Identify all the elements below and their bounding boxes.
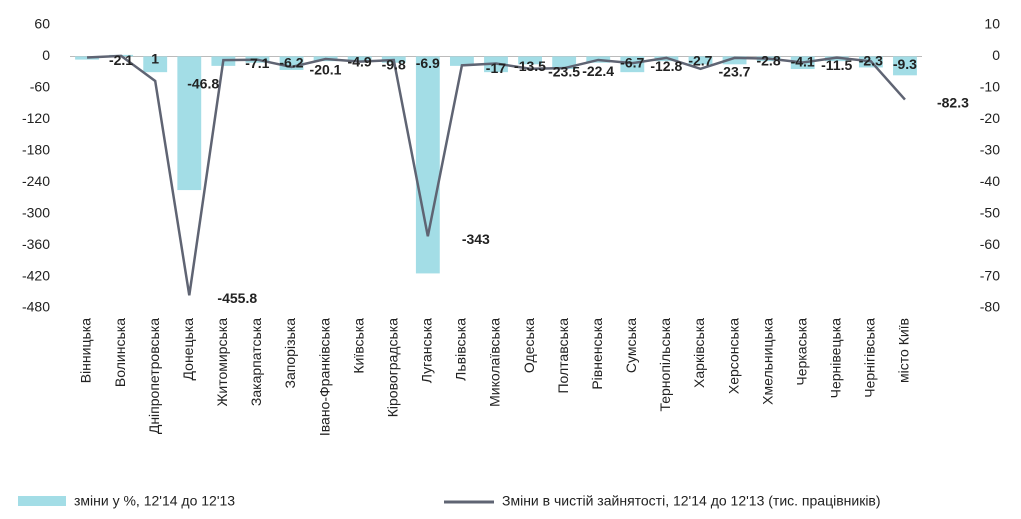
bar <box>518 56 543 65</box>
bar <box>449 56 474 66</box>
y2-tick-label: -70 <box>980 267 1000 283</box>
bar <box>415 56 440 274</box>
data-label: -2.8 <box>756 53 780 69</box>
bar <box>143 56 168 73</box>
x-tick-label: Кіровоградська <box>384 318 400 417</box>
x-tick-label: Волинська <box>112 318 128 387</box>
x-tick-label: Чернігівська <box>862 318 878 398</box>
y-tick-label: -480 <box>22 299 50 315</box>
x-tick-label: Запорізька <box>282 318 298 389</box>
data-label: -20.1 <box>310 62 342 78</box>
data-label: -11.5 <box>821 57 852 73</box>
data-label: -9.3 <box>893 56 917 72</box>
x-tick-label: Чернівецька <box>828 318 844 399</box>
x-tick-label: Львівська <box>453 318 469 381</box>
bar <box>722 56 747 65</box>
x-tick-label: місто Київ <box>896 318 912 383</box>
data-label: -9.8 <box>382 56 406 72</box>
data-label: -6.9 <box>416 55 440 71</box>
data-label: -82.3 <box>937 94 969 110</box>
x-tick-label: Херсонська <box>725 318 741 394</box>
x-tick-label: Одеська <box>521 318 537 373</box>
data-label: -7.1 <box>245 55 269 71</box>
y2-tick-label: -30 <box>980 141 1000 157</box>
y2-tick-label: -50 <box>980 204 1000 220</box>
data-label: -46.8 <box>187 76 219 92</box>
data-label: 1 <box>151 51 159 67</box>
x-tick-label: Полтавська <box>555 318 571 394</box>
x-tick-label: Дніпропетровська <box>146 318 162 434</box>
y2-tick-label: 10 <box>984 16 1000 32</box>
y-tick-label: -60 <box>30 79 50 95</box>
bar <box>347 56 372 62</box>
x-tick-label: Закарпатська <box>248 318 264 406</box>
x-tick-label: Миколаївська <box>487 318 503 407</box>
data-label: -23.5 <box>548 63 580 79</box>
y-tick-label: 60 <box>34 16 50 32</box>
y-tick-label: -420 <box>22 267 50 283</box>
x-tick-label: Рівненська <box>589 318 605 390</box>
bar <box>75 56 99 60</box>
y2-tick-label: -60 <box>980 236 1000 252</box>
data-label: -23.7 <box>719 64 751 80</box>
data-label: -13.5 <box>514 58 546 74</box>
line <box>86 54 906 296</box>
x-tick-label: Хмельницька <box>759 318 775 405</box>
legend-label: зміни у %, 12'14 до 12'13 <box>74 493 235 509</box>
data-label: -2.7 <box>688 53 712 69</box>
x-tick-label: Луганська <box>419 318 435 383</box>
y2-tick-label: 0 <box>992 47 1000 63</box>
x-tick-label: Івано-Франківська <box>316 318 332 436</box>
x-tick-label: Донецька <box>180 318 196 381</box>
y-tick-label: -180 <box>22 141 50 157</box>
data-label: -6.7 <box>620 55 644 71</box>
legend-swatch <box>18 496 66 506</box>
y-tick-label: -120 <box>22 110 50 126</box>
data-label: -2.1 <box>109 52 133 68</box>
bar <box>893 56 917 76</box>
bar <box>688 56 713 65</box>
data-label: -455.8 <box>217 290 257 306</box>
x-tick-label: Київська <box>350 318 366 374</box>
y-tick-label: 0 <box>42 47 50 63</box>
y2-tick-label: -10 <box>980 79 1000 95</box>
data-label: -22.4 <box>582 63 614 79</box>
x-tick-label: Сумська <box>623 318 639 373</box>
data-label: -4.9 <box>348 54 372 70</box>
x-tick-label: Вінницька <box>78 318 94 383</box>
x-tick-label: Тернопільська <box>657 318 673 412</box>
data-label: -17 <box>486 60 506 76</box>
x-tick-label: Житомирська <box>214 318 230 407</box>
y2-tick-label: -20 <box>980 110 1000 126</box>
data-label: -343 <box>462 231 490 247</box>
data-label: -12.8 <box>650 58 682 74</box>
data-label: -2.3 <box>859 52 883 68</box>
legend-label: Зміни в чистій зайнятості, 12'14 до 12'1… <box>502 493 881 509</box>
x-tick-label: Черкаська <box>793 318 809 386</box>
bar <box>177 56 202 191</box>
y-tick-label: -240 <box>22 173 50 189</box>
x-tick-label: Харківська <box>691 318 707 388</box>
y-tick-label: -360 <box>22 236 50 252</box>
y2-tick-label: -80 <box>980 299 1000 315</box>
data-label: -4.1 <box>791 53 815 69</box>
y2-tick-label: -40 <box>980 173 1000 189</box>
y-tick-label: -300 <box>22 204 50 220</box>
data-label: -6.2 <box>279 54 303 70</box>
